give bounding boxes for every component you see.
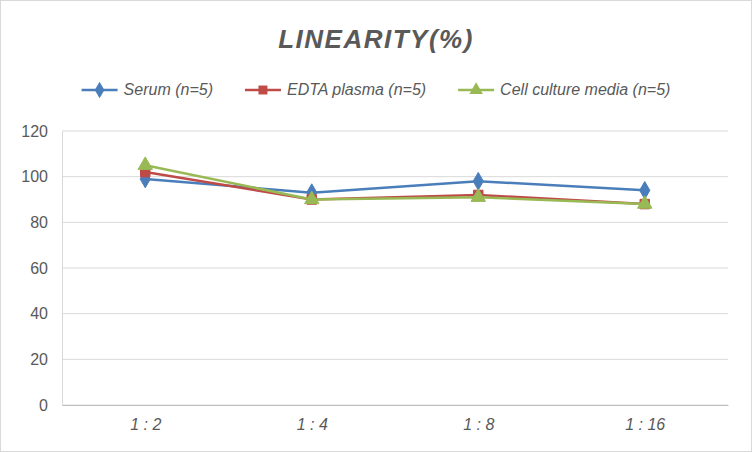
y-tick-label: 80 [30, 214, 48, 231]
grid-line [62, 359, 728, 360]
legend-item: Serum (n=5) [82, 81, 213, 98]
grid-line [62, 222, 728, 223]
y-tick-label: 0 [39, 397, 48, 414]
y-tick-label: 120 [21, 123, 48, 140]
x-tick: 1 : 16 [625, 405, 665, 433]
x-tick-label: 1 : 2 [130, 416, 161, 433]
y-axis-line [62, 132, 63, 406]
legend-label: EDTA plasma (n=5) [287, 81, 426, 98]
legend-marker [258, 86, 267, 95]
chart-frame [1, 1, 752, 452]
series-marker [471, 189, 485, 201]
plot-area [138, 157, 652, 209]
series-marker [638, 196, 652, 208]
x-tick-label: 1 : 4 [297, 416, 328, 433]
y-axis: 0 20 40 60 80 100 120 [21, 123, 62, 414]
x-axis: 1 : 2 1 : 4 1 : 8 1 : 16 [63, 405, 729, 433]
legend-item: Cell culture media (n=5) [458, 81, 670, 98]
y-tick: 0 [39, 397, 62, 414]
series-marker [138, 157, 152, 169]
y-tick-label: 20 [30, 351, 48, 368]
grid-line [62, 405, 728, 406]
grid-line [62, 176, 728, 177]
grid [62, 131, 728, 405]
x-axis-line [63, 405, 729, 406]
title: LINEARITY(%) [278, 24, 474, 54]
x-tick: 1 : 4 [297, 405, 328, 433]
legend-marker [469, 82, 483, 94]
x-tick: 1 : 2 [130, 405, 161, 433]
series-marker [305, 191, 319, 203]
y-tick-label: 40 [30, 305, 48, 322]
legend-marker [95, 82, 105, 99]
grid-line [62, 313, 728, 314]
legend-label: Cell culture media (n=5) [500, 81, 670, 98]
y-tick: 60 [30, 260, 62, 277]
grid-line [62, 131, 728, 132]
y-tick-label: 60 [30, 260, 48, 277]
x-tick-label: 1 : 8 [463, 416, 494, 433]
x-tick-label: 1 : 16 [625, 416, 665, 433]
x-tick: 1 : 8 [463, 405, 494, 433]
y-tick: 120 [21, 123, 62, 140]
y-tick: 80 [30, 214, 62, 231]
series-line [145, 165, 645, 204]
chart: LINEARITY(%)0204060801001201 : 21 : 41 :… [0, 0, 752, 452]
series-marker [473, 172, 483, 190]
legend: Serum (n=5) EDTA plasma (n=5) Cell culture… [82, 81, 671, 98]
y-tick: 100 [21, 168, 62, 185]
y-tick: 20 [30, 351, 62, 368]
legend-label: Serum (n=5) [124, 81, 213, 98]
grid-line [62, 268, 728, 269]
y-tick-label: 100 [21, 168, 48, 185]
y-tick: 40 [30, 305, 62, 322]
legend-item: EDTA plasma (n=5) [245, 81, 426, 98]
